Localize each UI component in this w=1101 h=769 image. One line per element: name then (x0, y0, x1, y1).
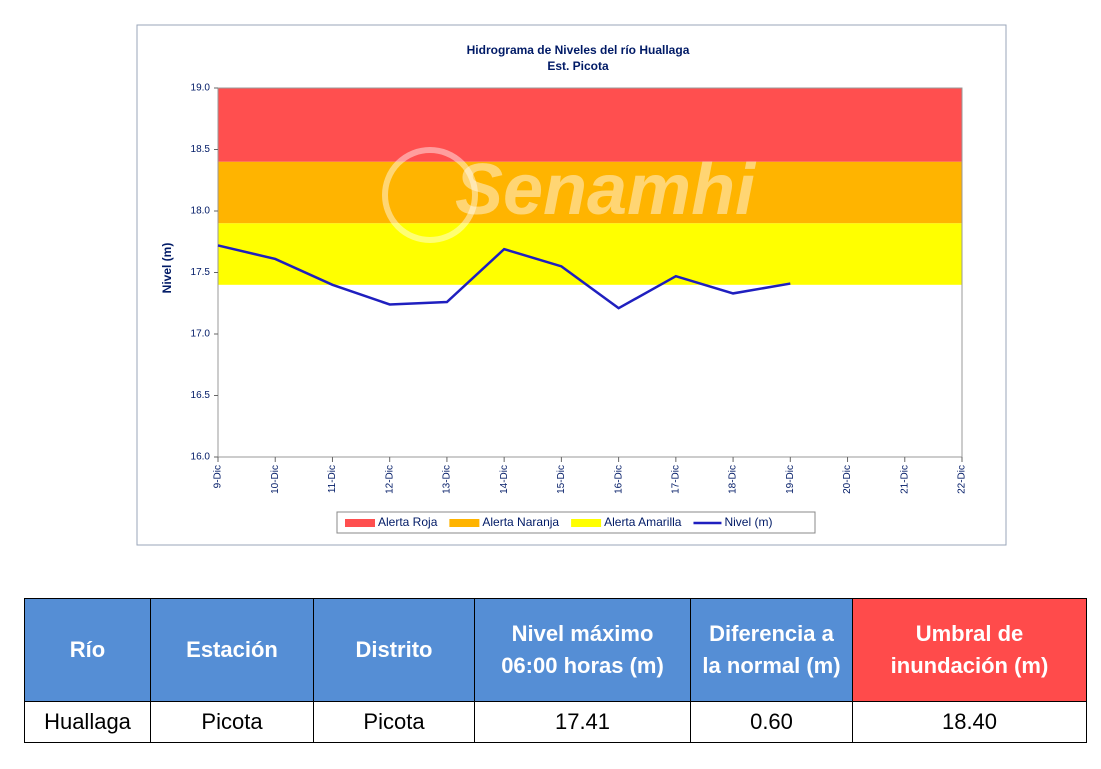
header-text: Distrito (355, 637, 433, 662)
y-tick-label: 17.5 (191, 267, 211, 278)
header-cell: Umbral de inundación (m) (852, 598, 1087, 702)
chart-title: Hidrograma de Niveles del río Huallaga (467, 43, 690, 57)
y-tick-label: 16.5 (191, 390, 211, 401)
header-text: Nivel máximo 06:00 horas (m) (501, 621, 664, 678)
x-tick-label: 11-Dic (327, 465, 338, 493)
x-tick-label: 18-Dic (728, 465, 739, 494)
data-table: Río Estación Distrito Nivel máximo 06:00 ho… (24, 598, 1087, 743)
y-tick-label: 16.0 (191, 452, 211, 463)
table-cell: 0.60 (690, 701, 853, 743)
level-line (217, 244, 791, 310)
header-text: Estación (186, 637, 278, 662)
x-tick-label: 21-Dic (899, 465, 910, 494)
x-tick-label: 22-Dic (957, 465, 968, 494)
y-axis-label: Nivel (m) (160, 243, 174, 294)
header-row: Río Estación Distrito Nivel máximo 06:00 ho… (24, 598, 1087, 702)
watermark-logo (382, 147, 478, 243)
table-cell: 17.41 (474, 701, 691, 743)
alert-band (218, 161, 962, 224)
table-cell: Picota (313, 701, 475, 743)
x-tick-label: 20-Dic (842, 465, 853, 494)
y-tick-label: 19.0 (191, 83, 211, 94)
y-tick-label: 17.0 (191, 329, 211, 340)
chart: Hidrograma de Niveles del río Huallaga E… (136, 24, 1007, 546)
header-cell: Nivel máximo 06:00 horas (m) (474, 598, 691, 702)
header-cell: Distrito (313, 598, 475, 702)
x-tick-label: 12-Dic (384, 465, 395, 494)
legend-label: Alerta Roja (378, 515, 438, 529)
legend-label: Alerta Amarilla (604, 515, 682, 529)
legend-swatch (345, 519, 375, 527)
x-tick-label: 17-Dic (670, 465, 681, 494)
x-tick-label: 19-Dic (785, 465, 796, 494)
header-text: Diferencia a la normal (m) (702, 621, 841, 678)
header-cell: Río (24, 598, 151, 702)
watermark: Senamhi (455, 150, 757, 230)
table-cell: 18.40 (852, 701, 1087, 743)
legend-swatch (449, 519, 480, 527)
legend-label: Nivel (m) (724, 515, 772, 529)
table-row: Huallaga Picota Picota 17.41 0.60 18.40 (24, 701, 1087, 743)
y-tick-label: 18.0 (191, 206, 211, 217)
header-cell: Diferencia a la normal (m) (690, 598, 853, 702)
x-tick-label: 16-Dic (613, 465, 624, 494)
table-cell: Picota (150, 701, 314, 743)
header-text: Río (69, 637, 106, 662)
alert-band (218, 88, 962, 162)
y-tick-label: 18.5 (191, 144, 211, 155)
header-cell: Estación (150, 598, 314, 702)
legend-label: Alerta Naranja (482, 515, 559, 529)
legend-swatch (571, 519, 602, 527)
x-tick-label: 15-Dic (556, 465, 567, 494)
x-tick-label: 10-Dic (270, 465, 281, 494)
header-text: Umbral de inundación (m) (890, 621, 1049, 678)
table-body: Huallaga Picota Picota 17.41 0.60 18.40 (24, 701, 1087, 743)
alert-band (218, 223, 962, 285)
table-cell: Huallaga (24, 701, 151, 743)
x-tick-label: 13-Dic (442, 465, 453, 494)
chart-subtitle: Est. Picota (547, 59, 609, 73)
x-tick-label: 9-Dic (213, 465, 224, 488)
x-tick-label: 14-Dic (499, 465, 510, 494)
